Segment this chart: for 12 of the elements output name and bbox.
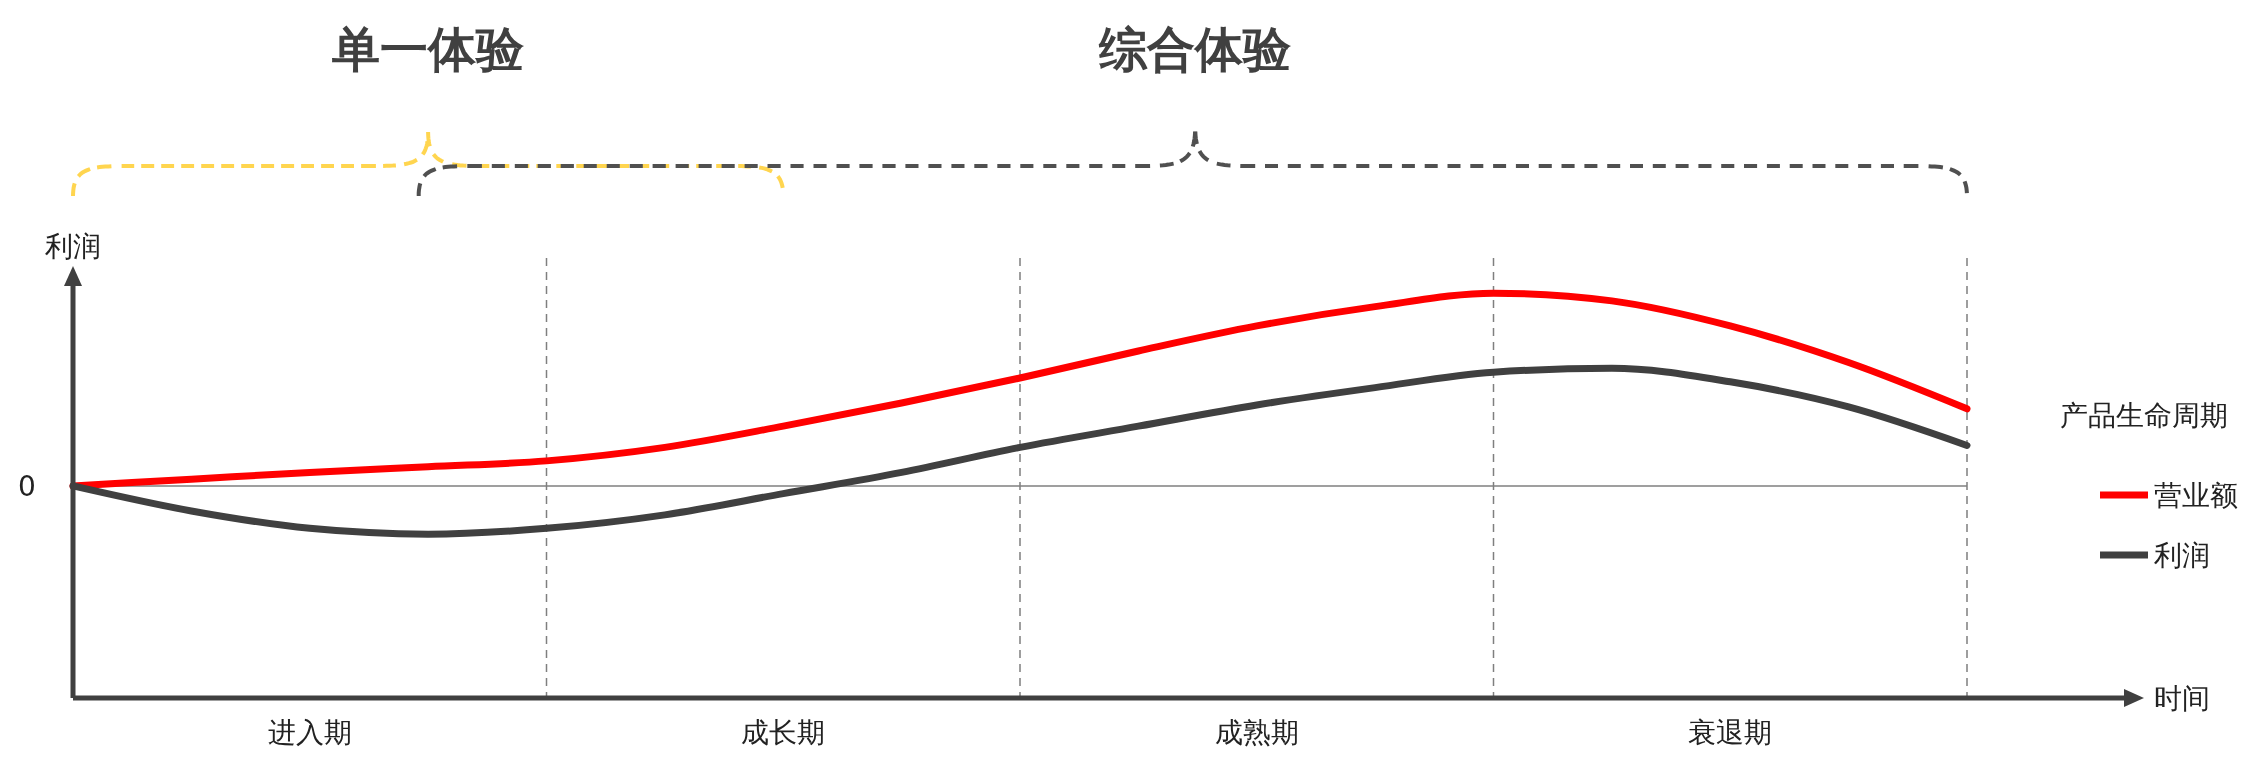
legend-label: 营业额 xyxy=(2154,478,2238,512)
legend-label: 利润 xyxy=(2154,538,2210,572)
text: 综合体验 xyxy=(1098,21,1293,77)
text: 时间 xyxy=(2154,681,2210,715)
text: 单一体验 xyxy=(331,21,526,77)
y-axis-title: 利润 xyxy=(45,230,101,263)
legend-title: 产品生命周期 xyxy=(2060,399,2228,432)
x-tick-label: 衰退期 xyxy=(1688,716,1773,749)
x-tick-label: 成熟期 xyxy=(1214,716,1299,749)
ref-line-label: 0 xyxy=(18,469,36,503)
x-tick-label: 进入期 xyxy=(267,716,352,749)
x-tick-label: 成长期 xyxy=(741,716,826,749)
